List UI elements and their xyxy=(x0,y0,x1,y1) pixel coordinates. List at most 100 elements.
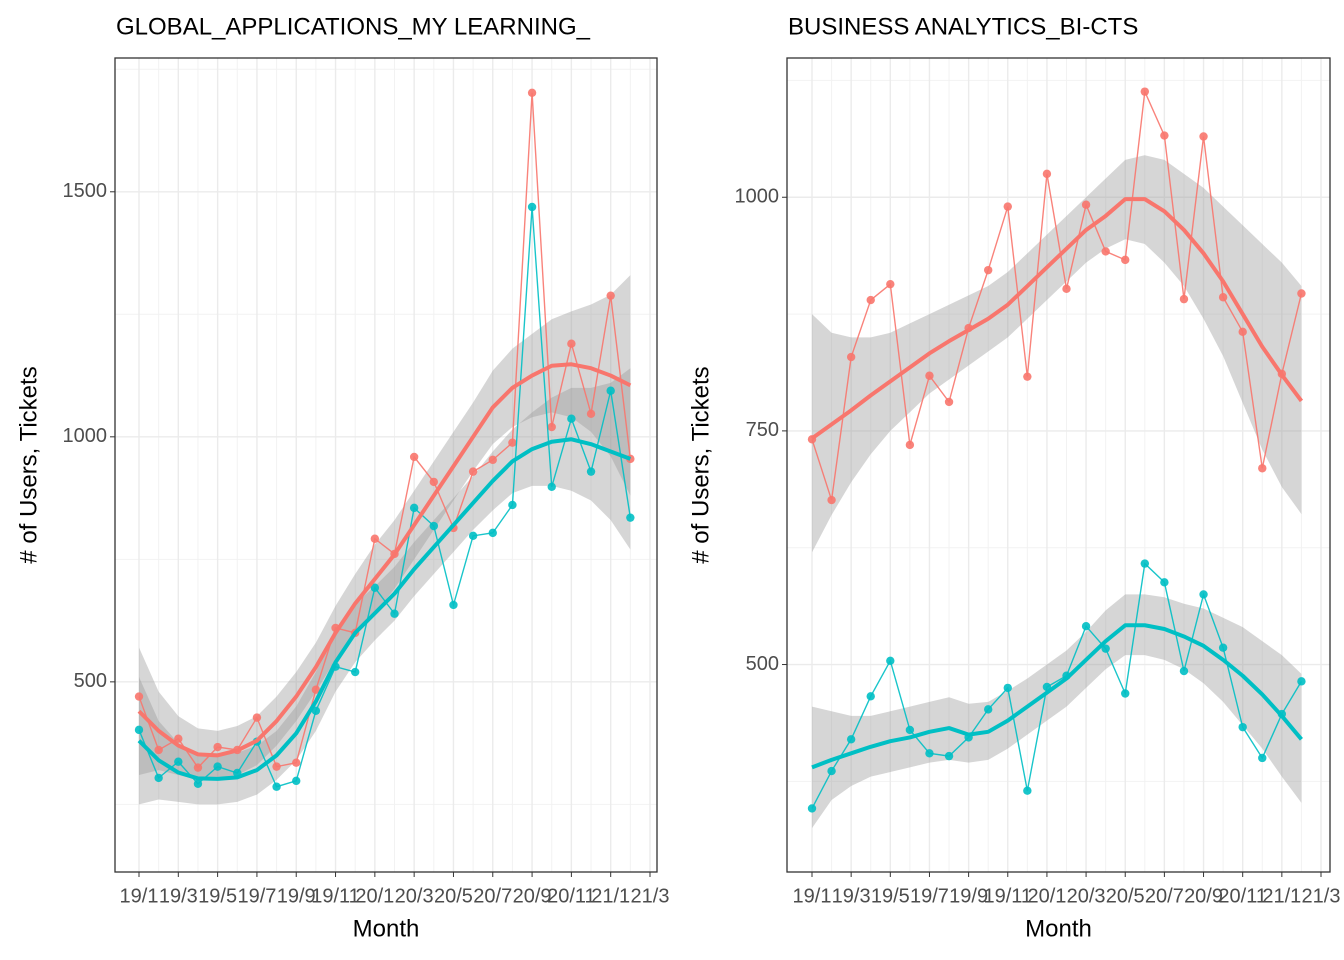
data-point xyxy=(1238,722,1247,732)
panel-border xyxy=(114,57,658,873)
data-point xyxy=(846,735,856,744)
data-point xyxy=(905,440,915,450)
data-point xyxy=(547,482,556,492)
data-point xyxy=(409,452,419,462)
data-point xyxy=(1081,200,1091,209)
data-point xyxy=(508,500,517,510)
data-point xyxy=(154,773,163,783)
y-tick-label: 500 xyxy=(74,670,107,692)
x-tick-label: 20/7 xyxy=(1145,885,1184,907)
data-point xyxy=(1003,683,1012,693)
data-point xyxy=(1140,87,1150,96)
y-tick-label: 1000 xyxy=(735,186,780,208)
smooth-line xyxy=(137,437,632,781)
confidence-band xyxy=(812,594,1302,829)
series-line xyxy=(811,562,1303,809)
data-point xyxy=(1160,578,1169,587)
confidence-band xyxy=(139,275,631,780)
data-point xyxy=(193,779,203,788)
plot-background xyxy=(787,58,1330,872)
data-point xyxy=(1121,255,1130,265)
x-tick-label: 20/1 xyxy=(1027,885,1066,907)
data-point xyxy=(944,397,954,407)
y-tick-label: 1000 xyxy=(63,425,108,447)
data-point xyxy=(1258,753,1267,763)
data-point xyxy=(174,757,183,766)
data-point xyxy=(409,503,419,513)
data-point xyxy=(1101,644,1110,653)
x-tick-label: 21/3 xyxy=(1302,885,1341,907)
data-point xyxy=(1023,786,1032,795)
x-tick-label: 19/1 xyxy=(120,885,159,907)
data-point xyxy=(547,422,556,432)
data-point xyxy=(1121,689,1130,698)
data-point xyxy=(983,705,993,714)
smooth-line xyxy=(811,623,1303,770)
x-axis-label: Month xyxy=(353,915,420,942)
data-point xyxy=(1160,131,1169,140)
data-point xyxy=(1238,327,1247,337)
y-tick-label: 750 xyxy=(746,419,779,441)
x-tick-label: 20/9 xyxy=(1184,885,1223,907)
data-point xyxy=(488,528,497,538)
data-point xyxy=(866,692,875,701)
x-tick-label: 20/11 xyxy=(547,885,596,907)
data-point xyxy=(1081,622,1091,631)
data-point xyxy=(449,600,458,610)
x-tick-label: 19/7 xyxy=(910,885,949,907)
data-point xyxy=(1179,294,1189,304)
y-tick-label: 1500 xyxy=(63,180,108,202)
data-point xyxy=(626,513,635,522)
data-point xyxy=(886,279,895,289)
x-tick-label: 20/5 xyxy=(1106,885,1145,907)
data-point xyxy=(272,762,281,771)
x-tick-label: 20/9 xyxy=(513,885,552,907)
series-line xyxy=(811,89,1303,501)
data-point xyxy=(370,583,380,592)
data-point xyxy=(252,713,262,722)
data-point xyxy=(567,339,576,348)
plot-background xyxy=(115,58,657,872)
data-point xyxy=(527,88,537,97)
data-point xyxy=(807,804,817,813)
data-point xyxy=(213,762,222,771)
data-point xyxy=(488,455,497,465)
data-point xyxy=(1199,590,1208,599)
data-point xyxy=(429,477,439,487)
data-point xyxy=(350,667,360,677)
data-point xyxy=(905,725,915,735)
data-point xyxy=(1042,169,1052,179)
data-point xyxy=(174,734,183,743)
data-point xyxy=(827,766,836,776)
data-point xyxy=(944,751,954,761)
data-point xyxy=(567,414,576,423)
data-point xyxy=(586,409,596,418)
data-point xyxy=(1218,293,1228,302)
data-point xyxy=(292,776,301,786)
confidence-band xyxy=(139,368,631,805)
x-tick-label: 20/11 xyxy=(1218,885,1267,907)
data-point xyxy=(134,692,144,701)
data-point xyxy=(606,291,615,300)
chart-title: BUSINESS ANALYTICS_BI-CTS xyxy=(788,13,1138,40)
data-point xyxy=(606,386,615,395)
data-point xyxy=(983,265,993,275)
data-point xyxy=(1258,464,1267,473)
x-tick-label: 20/1 xyxy=(355,885,394,907)
data-point xyxy=(1179,666,1189,676)
data-point xyxy=(1297,677,1306,686)
data-point xyxy=(886,656,895,665)
x-tick-label: 20/7 xyxy=(473,885,512,907)
x-tick-label: 20/5 xyxy=(434,885,473,907)
data-point xyxy=(1023,372,1032,381)
data-point xyxy=(1003,202,1012,211)
panel-border xyxy=(786,57,1331,873)
y-axis-label: # of Users, Tickets xyxy=(687,366,714,563)
data-point xyxy=(292,758,301,767)
x-tick-label: 20/3 xyxy=(1067,885,1106,907)
x-tick-label: 20/3 xyxy=(395,885,434,907)
data-point xyxy=(1062,284,1071,294)
y-axis-label: # of Users, Tickets xyxy=(15,366,42,563)
